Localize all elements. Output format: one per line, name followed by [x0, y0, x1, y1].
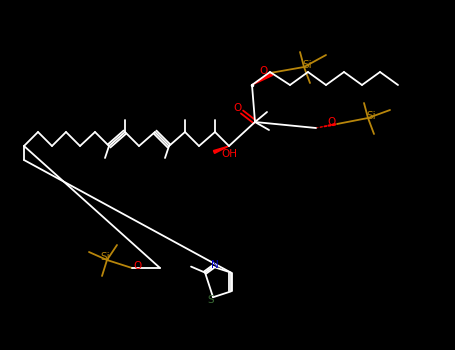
Text: OH: OH	[221, 149, 237, 159]
Text: Si: Si	[366, 111, 376, 121]
Text: O: O	[327, 117, 335, 127]
Text: N: N	[211, 260, 219, 270]
Text: Si: Si	[100, 252, 110, 262]
Polygon shape	[213, 146, 229, 153]
Text: S: S	[208, 295, 214, 305]
Text: O: O	[260, 66, 268, 76]
Polygon shape	[252, 73, 273, 85]
Text: O: O	[233, 103, 241, 113]
Text: Si: Si	[302, 60, 312, 70]
Text: O: O	[134, 261, 142, 271]
